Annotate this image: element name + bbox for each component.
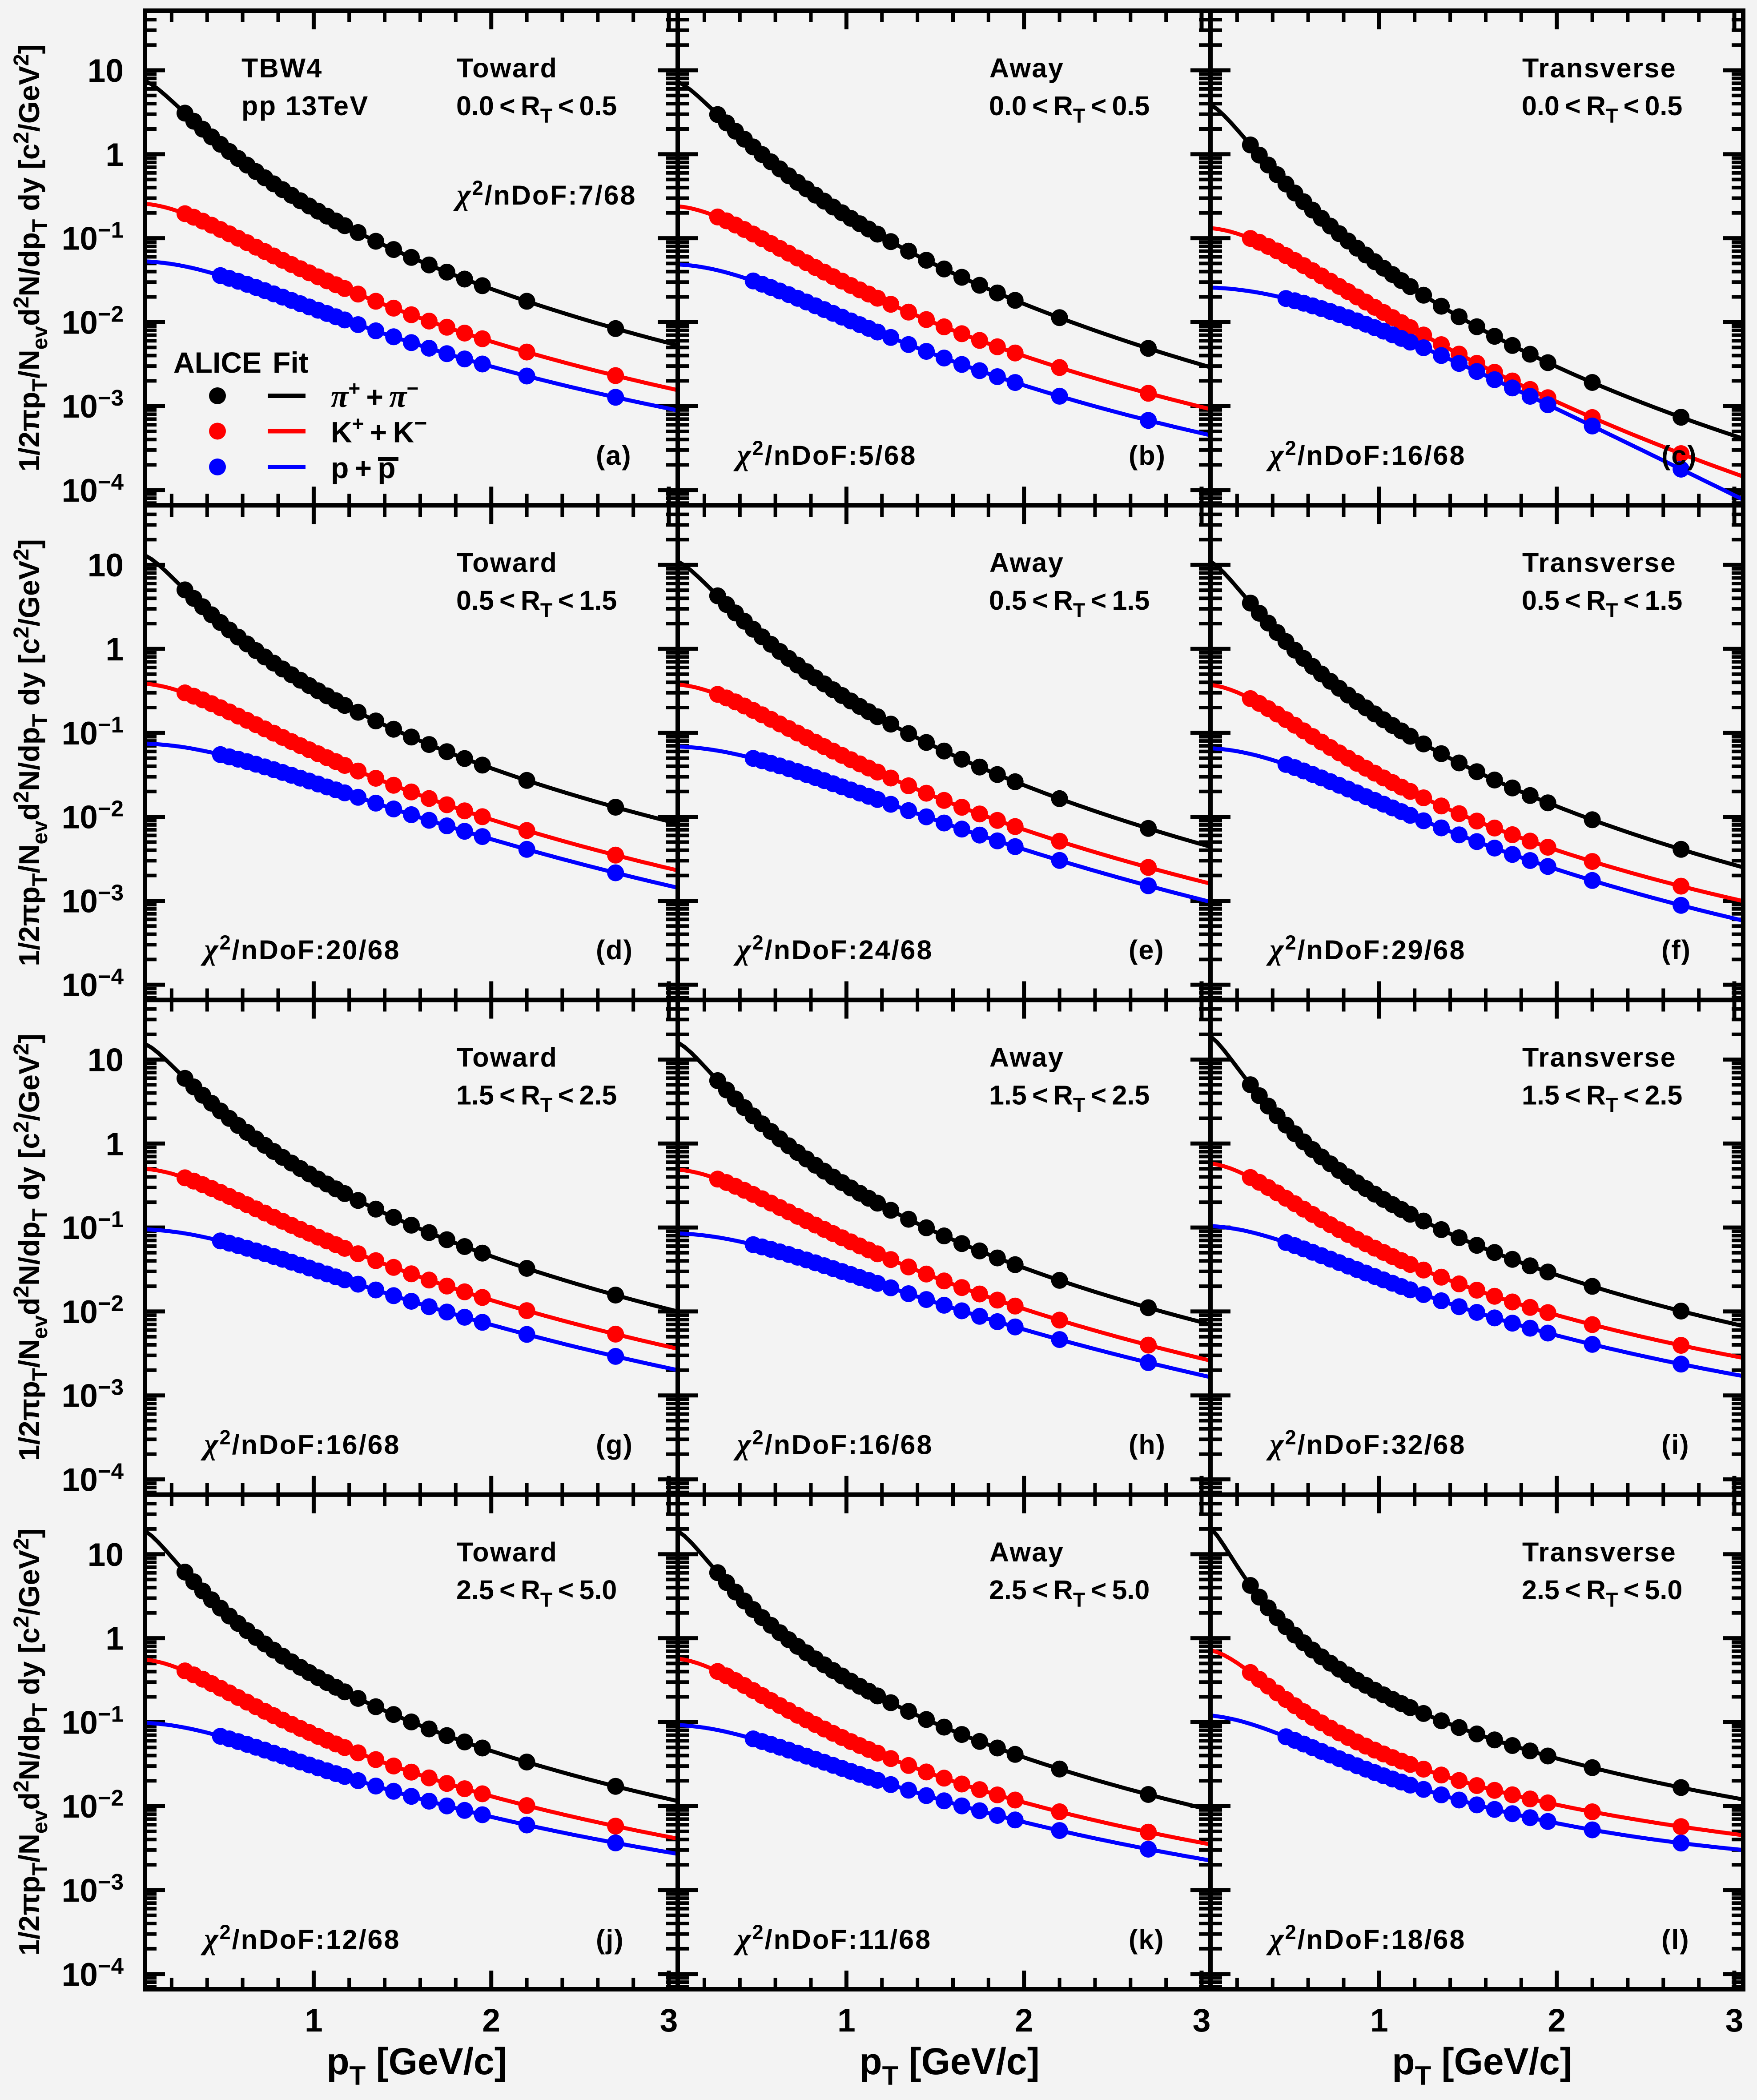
svg-text:(l): (l): [1661, 1924, 1690, 1955]
svg-text:10−4: 10−4: [62, 1953, 124, 1993]
svg-text:1: 1: [105, 1621, 124, 1657]
svg-text:Away: Away: [989, 53, 1064, 83]
svg-text:χ2/nDoF:29/68: χ2/nDoF:29/68: [1266, 931, 1466, 966]
svg-text:(e): (e): [1129, 935, 1165, 965]
svg-text:χ2/nDoF:16/68: χ2/nDoF:16/68: [1266, 437, 1466, 471]
svg-text:2: 2: [1548, 2003, 1566, 2039]
svg-text:1/2πpT/Nevd2N/dpT dy [c2/GeV2]: 1/2πpT/Nevd2N/dpT dy [c2/GeV2]: [10, 1529, 52, 1956]
svg-text:π+ + π−: π+ + π−: [331, 377, 418, 414]
svg-text:χ2/nDoF:12/68: χ2/nDoF:12/68: [201, 1921, 400, 1955]
svg-text:Away: Away: [989, 547, 1064, 578]
svg-text:1: 1: [105, 632, 124, 668]
svg-text:1: 1: [105, 1126, 124, 1162]
svg-text:1: 1: [1370, 2003, 1388, 2039]
svg-text:pp 13TeV: pp 13TeV: [241, 91, 369, 121]
svg-text:ALICE: ALICE: [173, 346, 261, 379]
svg-text:Toward: Toward: [457, 53, 558, 83]
svg-text:Toward: Toward: [457, 1537, 558, 1567]
svg-text:(b): (b): [1129, 440, 1166, 471]
svg-text:χ2/nDoF:5/68: χ2/nDoF:5/68: [733, 437, 917, 471]
svg-text:10: 10: [88, 547, 124, 583]
svg-text:1: 1: [837, 2003, 856, 2039]
svg-text:(h): (h): [1129, 1430, 1166, 1460]
svg-text:1.5 < RT < 2.5: 1.5 < RT < 2.5: [1522, 1080, 1682, 1117]
svg-text:10: 10: [88, 1042, 124, 1078]
svg-text:Fit: Fit: [273, 346, 309, 379]
svg-text:χ2/nDoF:18/68: χ2/nDoF:18/68: [1266, 1921, 1466, 1955]
svg-text:(c): (c): [1661, 440, 1697, 471]
svg-text:Toward: Toward: [457, 1042, 558, 1073]
svg-text:Transverse: Transverse: [1522, 53, 1677, 83]
svg-text:2: 2: [1015, 2003, 1033, 2039]
svg-text:10−3: 10−3: [62, 880, 124, 919]
svg-text:(k): (k): [1129, 1924, 1165, 1955]
svg-text:1: 1: [305, 2003, 323, 2039]
svg-text:3: 3: [1193, 2003, 1211, 2039]
svg-text:3: 3: [1725, 2003, 1744, 2039]
svg-text:Toward: Toward: [457, 547, 558, 578]
svg-text:χ2/nDoF:7/68: χ2/nDoF:7/68: [453, 177, 636, 211]
svg-text:Away: Away: [989, 1042, 1064, 1073]
svg-text:(a): (a): [596, 440, 632, 471]
svg-text:1/2πpT/Nevd2N/dpT dy [c2/GeV2]: 1/2πpT/Nevd2N/dpT dy [c2/GeV2]: [10, 539, 52, 966]
svg-text:(i): (i): [1661, 1430, 1690, 1460]
svg-text:2: 2: [482, 2003, 500, 2039]
svg-text:(j): (j): [596, 1924, 624, 1955]
svg-text:10−4: 10−4: [62, 469, 124, 509]
svg-text:10−2: 10−2: [62, 1291, 124, 1330]
svg-text:(d): (d): [596, 935, 633, 965]
svg-text:3: 3: [660, 2003, 678, 2039]
svg-text:Transverse: Transverse: [1522, 1537, 1677, 1567]
svg-text:Away: Away: [989, 1537, 1064, 1567]
svg-text:10: 10: [88, 53, 124, 89]
svg-text:Transverse: Transverse: [1522, 1042, 1677, 1073]
svg-text:10: 10: [88, 1537, 124, 1573]
svg-text:(f): (f): [1661, 935, 1691, 965]
svg-text:1/2πpT/Nevd2N/dpT dy [c2/GeV2]: 1/2πpT/Nevd2N/dpT dy [c2/GeV2]: [10, 1034, 52, 1461]
svg-text:10−2: 10−2: [62, 796, 124, 836]
svg-text:Transverse: Transverse: [1522, 547, 1677, 578]
svg-text:K+ + K−: K+ + K−: [331, 411, 427, 449]
svg-text:p + p: p + p: [331, 451, 396, 484]
svg-text:(g): (g): [596, 1430, 633, 1460]
svg-text:1: 1: [105, 137, 124, 173]
svg-text:TBW4: TBW4: [241, 53, 323, 83]
svg-text:1/2πpT/Nevd2N/dpT dy [c2/GeV2]: 1/2πpT/Nevd2N/dpT dy [c2/GeV2]: [10, 44, 52, 472]
svg-text:10−4: 10−4: [62, 1459, 124, 1498]
